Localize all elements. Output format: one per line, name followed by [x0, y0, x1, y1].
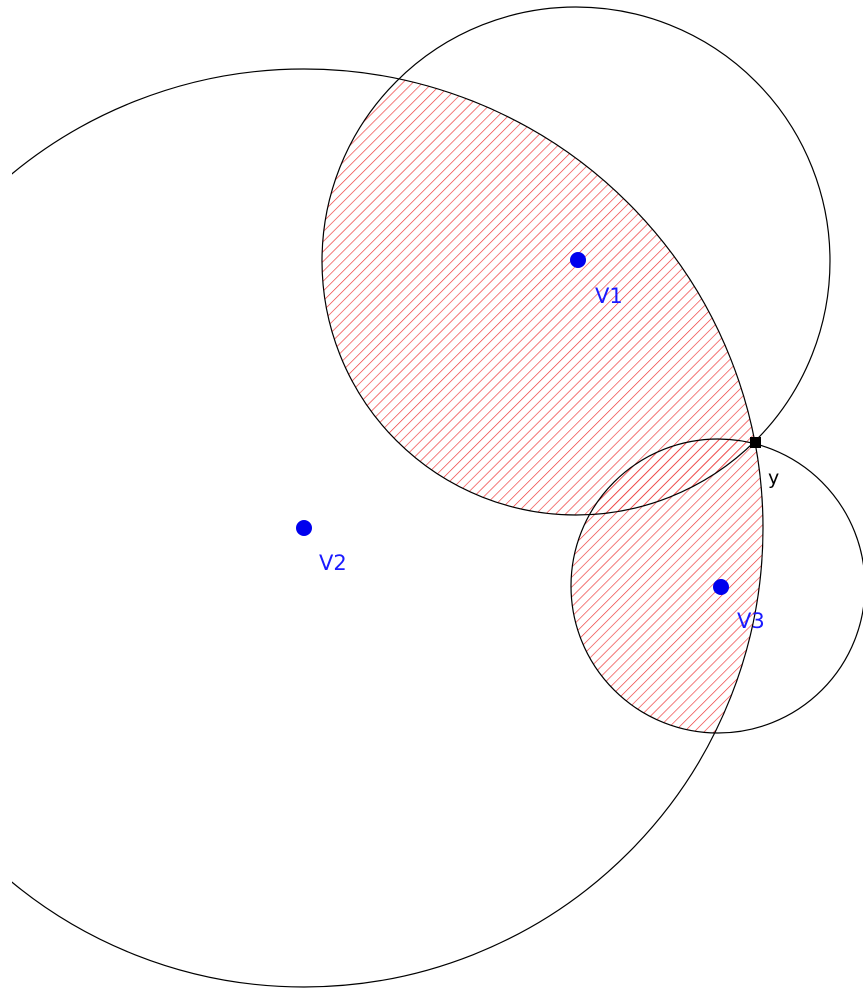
point-y	[750, 437, 761, 448]
point-v1	[570, 252, 586, 268]
label-v3: V3	[737, 609, 765, 633]
circle-v3	[570, 438, 863, 734]
label-v1: V1	[595, 284, 623, 308]
circle-v1	[321, 6, 831, 516]
circle-v2	[12, 68, 764, 988]
point-v2	[296, 520, 312, 536]
hatched-region	[322, 69, 763, 733]
point-v3	[713, 579, 729, 595]
label-y: y	[768, 467, 779, 489]
label-v2: V2	[319, 551, 347, 575]
